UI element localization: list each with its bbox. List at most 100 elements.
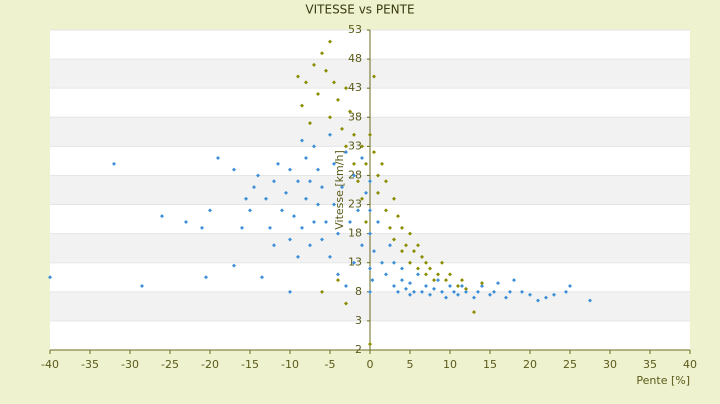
scatter-point — [420, 289, 424, 294]
scatter-point — [496, 281, 500, 286]
scatter-point — [312, 62, 316, 67]
scatter-point — [396, 214, 400, 219]
scatter-point — [440, 289, 444, 294]
scatter-point — [508, 289, 512, 294]
scatter-point — [544, 295, 548, 300]
scatter-point — [512, 278, 516, 283]
scatter-point — [396, 289, 400, 294]
scatter-point — [312, 220, 316, 224]
scatter-point — [364, 220, 368, 224]
scatter-point — [528, 292, 532, 297]
scatter-point — [328, 115, 332, 120]
scatter-point — [472, 310, 476, 315]
scatter-point — [316, 202, 320, 207]
scatter-point — [400, 249, 404, 254]
scatter-point — [344, 301, 348, 306]
scatter-point — [488, 292, 492, 297]
scatter-point — [480, 284, 484, 288]
scatter-point — [296, 74, 300, 79]
scatter-point — [564, 289, 568, 294]
y-tick-label: 33 — [348, 139, 362, 152]
x-tick-label: 5 — [407, 358, 414, 371]
scatter-point — [332, 80, 336, 85]
scatter-point — [296, 179, 300, 184]
x-tick-label: -20 — [201, 358, 219, 371]
scatter-point — [316, 167, 320, 172]
scatter-point — [424, 260, 428, 265]
scatter-point — [364, 190, 368, 195]
scatter-point — [368, 342, 372, 347]
scatter-point — [288, 237, 292, 242]
x-tick-label: -5 — [325, 358, 336, 371]
scatter-point — [308, 179, 312, 184]
scatter-point — [344, 150, 348, 155]
y-tick-label: 48 — [348, 52, 362, 65]
y-axis-label: Vitesse [km/h] — [333, 150, 346, 230]
scatter-point — [368, 266, 372, 271]
scatter-point — [372, 74, 376, 79]
scatter-point — [344, 284, 348, 288]
scatter-point — [272, 243, 276, 248]
x-tick-label: -30 — [121, 358, 139, 371]
x-tick-label: 35 — [643, 358, 657, 371]
scatter-point — [340, 185, 344, 190]
scatter-point — [412, 249, 416, 254]
scatter-point — [384, 208, 388, 213]
scatter-point — [448, 272, 452, 277]
y-tick-label: 23 — [348, 198, 362, 211]
chart-title: VITESSE vs PENTE — [305, 3, 414, 17]
scatter-point — [464, 286, 468, 291]
scatter-point — [392, 196, 396, 201]
scatter-point — [300, 225, 304, 230]
scatter-point — [380, 161, 384, 166]
scatter-point — [264, 196, 268, 201]
y-tick-label: 38 — [348, 110, 362, 123]
scatter-point — [344, 144, 348, 149]
scatter-point — [336, 272, 340, 277]
scatter-point — [368, 132, 372, 137]
x-tick-label: 25 — [563, 358, 577, 371]
scatter-point — [276, 161, 280, 166]
scatter-point — [204, 275, 208, 280]
scatter-point — [308, 121, 312, 126]
scatter-point — [336, 231, 340, 236]
x-tick-label: 10 — [443, 358, 457, 371]
scatter-point — [332, 202, 336, 207]
scatter-point — [588, 298, 592, 303]
scatter-point — [456, 284, 460, 288]
scatter-point — [432, 278, 436, 283]
scatter-point — [352, 260, 356, 265]
scatter-point — [352, 132, 356, 137]
x-tick-label: -25 — [161, 358, 179, 371]
scatter-point — [316, 92, 320, 96]
scatter-point — [420, 254, 424, 259]
scatter-point — [348, 220, 352, 224]
scatter-point — [344, 86, 348, 91]
scatter-point — [216, 156, 220, 160]
scatter-point — [464, 289, 468, 294]
scatter-point — [424, 272, 428, 277]
scatter-point — [368, 231, 372, 236]
scatter-point — [388, 243, 392, 248]
scatter-point — [360, 196, 364, 201]
scatter-point — [284, 190, 288, 195]
scatter-point — [408, 231, 412, 236]
scatter-point — [208, 208, 212, 213]
scatter-point — [248, 208, 252, 213]
scatter-point — [252, 185, 256, 190]
scatter-point — [244, 196, 248, 201]
scatter-point — [444, 295, 448, 300]
scatter-point — [412, 289, 416, 294]
x-tick-label: 40 — [683, 358, 697, 371]
scatter-point — [260, 275, 264, 280]
scatter-point — [360, 156, 364, 160]
x-tick-label: 15 — [483, 358, 497, 371]
scatter-point — [404, 286, 408, 291]
scatter-point — [304, 196, 308, 201]
y-tick-label: 43 — [348, 81, 362, 94]
scatter-point — [232, 167, 236, 172]
scatter-point — [460, 278, 464, 283]
scatter-point — [388, 225, 392, 230]
scatter-point — [184, 220, 188, 224]
scatter-point — [268, 225, 272, 230]
